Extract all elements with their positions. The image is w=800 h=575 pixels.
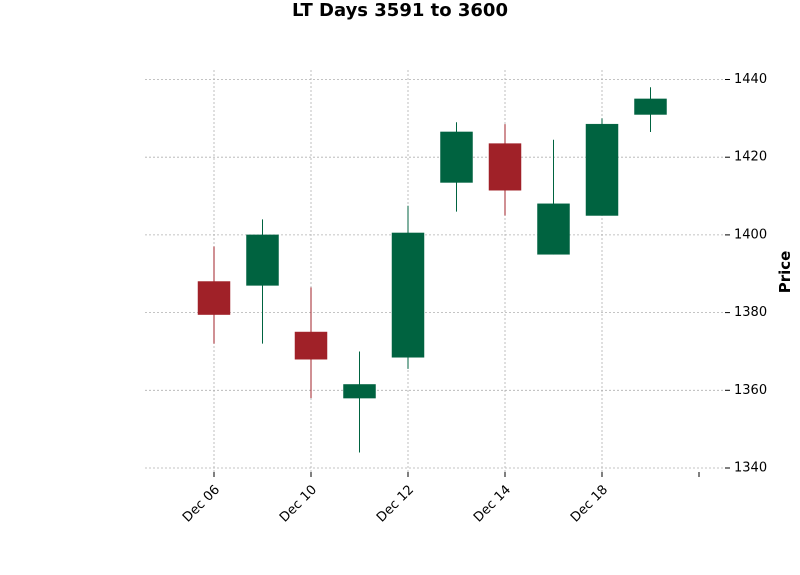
y-tick-label: 1400 bbox=[734, 227, 767, 242]
y-axis-label: Price bbox=[776, 251, 794, 294]
candle-up bbox=[391, 205, 425, 369]
candle-up bbox=[246, 219, 279, 344]
candles bbox=[197, 87, 667, 453]
y-tick-label: 1340 bbox=[734, 461, 767, 476]
candle-down bbox=[294, 287, 328, 399]
x-tick-label: Dec 14 bbox=[471, 482, 514, 525]
candle-up bbox=[634, 87, 667, 132]
candle-body bbox=[391, 232, 425, 358]
candle-down bbox=[197, 246, 231, 344]
x-tick-label: Dec 18 bbox=[568, 482, 611, 525]
y-tick-label: 1420 bbox=[734, 150, 767, 165]
y-tick-label: 1360 bbox=[734, 383, 767, 398]
candle-up bbox=[585, 118, 619, 216]
candle-body bbox=[440, 131, 473, 183]
y-tick-label: 1380 bbox=[734, 305, 767, 320]
candle-up bbox=[343, 351, 376, 453]
y-tick-label: 1440 bbox=[734, 72, 767, 87]
candle-body bbox=[343, 384, 376, 399]
x-tick-label: Dec 10 bbox=[277, 482, 320, 525]
candle-body bbox=[197, 281, 231, 315]
candle-up bbox=[440, 122, 473, 212]
candle-down bbox=[488, 124, 522, 216]
candle-body bbox=[488, 143, 522, 191]
candle-body bbox=[634, 98, 667, 115]
chart-title: LT Days 3591 to 3600 bbox=[292, 0, 508, 21]
x-tick-label: Dec 12 bbox=[374, 482, 417, 525]
grid-lines bbox=[145, 70, 725, 472]
x-tick-label: Dec 06 bbox=[180, 482, 223, 525]
candle-up bbox=[537, 139, 570, 255]
axes: 1340 1360 1380 1400 1420 1440 Dec 06 Dec 10 Dec … bbox=[180, 72, 767, 525]
candle-body bbox=[585, 123, 619, 216]
candle-body bbox=[294, 331, 328, 360]
candle-body bbox=[537, 203, 570, 255]
candle-body bbox=[246, 234, 279, 286]
